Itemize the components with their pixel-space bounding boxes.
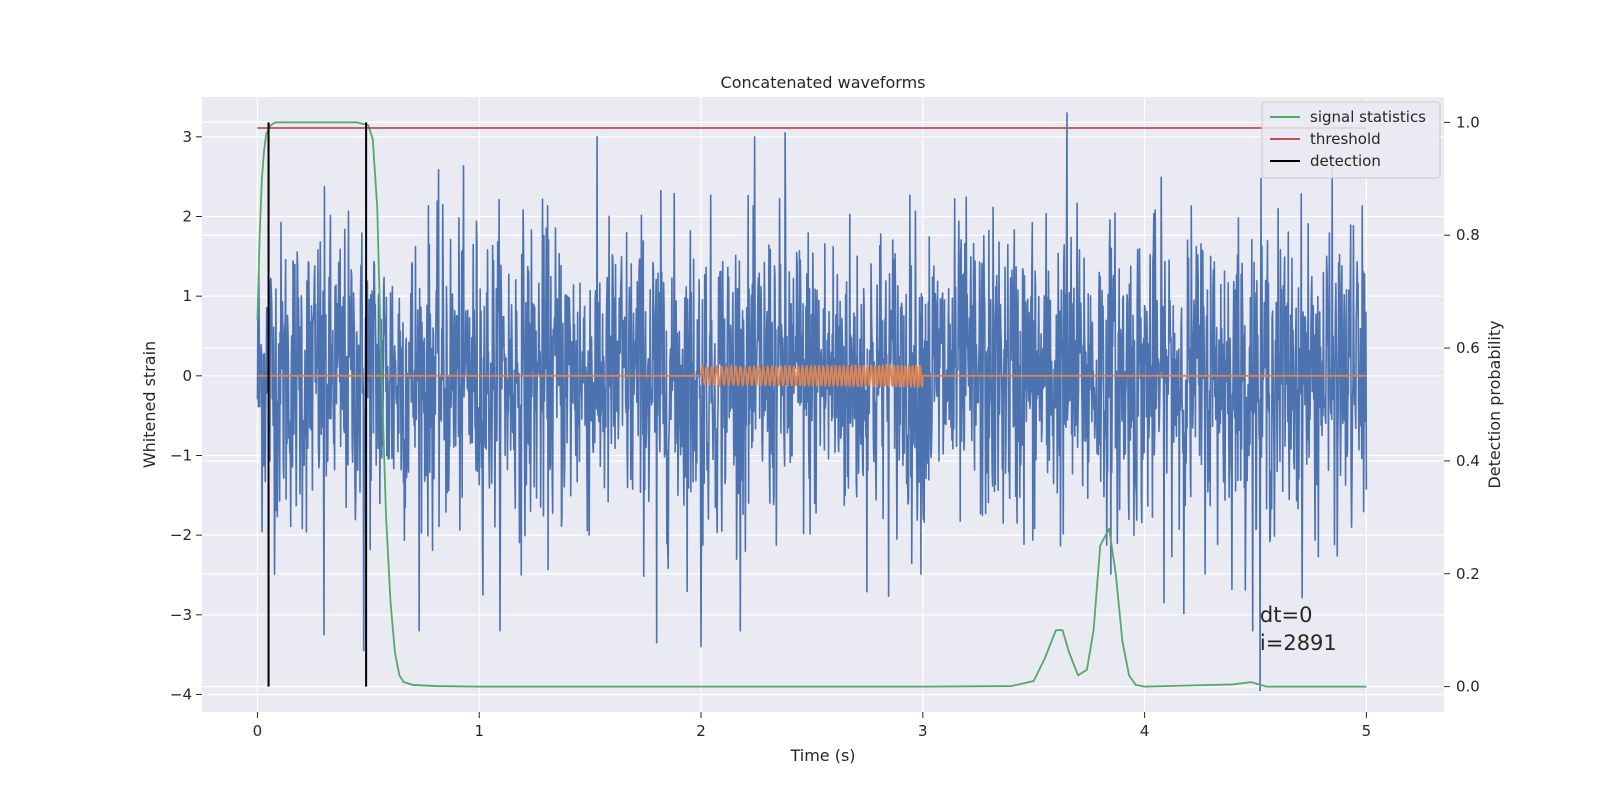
y2-tick-label: 1.0: [1456, 113, 1480, 131]
ticks: 0 1 2 3 4 5 −4 −3 −2 −1 0 1 2 3 0.0 0.2 0.4 0.6 0.8 1.0: [170, 113, 1480, 740]
y2-tick-label: 0.6: [1456, 339, 1480, 357]
x-tick-label: 0: [253, 722, 263, 740]
y2-tick-label: 0.4: [1456, 452, 1480, 470]
annotation: dt=0 i=2891: [1260, 603, 1337, 655]
chart-title: Concatenated waveforms: [721, 73, 926, 92]
y2-tick-label: 0.0: [1456, 678, 1480, 696]
y-tick-label: −1: [170, 446, 192, 464]
y-tick-label: 0: [182, 367, 192, 385]
legend: signal statistics threshold detection: [1261, 101, 1441, 179]
x-tick-label: 3: [918, 722, 928, 740]
legend-label: signal statistics: [1310, 108, 1426, 126]
y2-tick-label: 0.8: [1456, 226, 1480, 244]
y-tick-label: 3: [182, 128, 192, 146]
right-axis-series: [256, 121, 1367, 688]
annotation-dt: dt=0: [1260, 603, 1313, 627]
x-tick-label: 4: [1140, 722, 1150, 740]
y-tick-label: −3: [170, 606, 192, 624]
y-tick-label: −4: [170, 685, 192, 703]
legend-label: detection: [1310, 152, 1381, 170]
annotation-index: i=2891: [1260, 631, 1337, 655]
y-axis-title: Whitened strain: [140, 341, 159, 468]
y2-axis-title: Detection probability: [1485, 320, 1504, 488]
y-tick-label: 2: [182, 207, 192, 225]
x-axis-title: Time (s): [789, 746, 855, 765]
y2-tick-label: 0.2: [1456, 565, 1480, 583]
injected-waveform-line: [257, 362, 1367, 389]
legend-frame: [1261, 101, 1441, 179]
y-tick-label: −2: [170, 526, 192, 544]
whitened-strain-line: [256, 112, 1368, 692]
legend-label: threshold: [1310, 130, 1381, 148]
x-tick-label: 1: [474, 722, 484, 740]
x-tick-label: 5: [1362, 722, 1372, 740]
y-tick-label: 1: [182, 287, 192, 305]
signal-statistics-line: [256, 121, 1367, 688]
left-axis-series: [256, 112, 1368, 692]
x-tick-label: 2: [696, 722, 706, 740]
